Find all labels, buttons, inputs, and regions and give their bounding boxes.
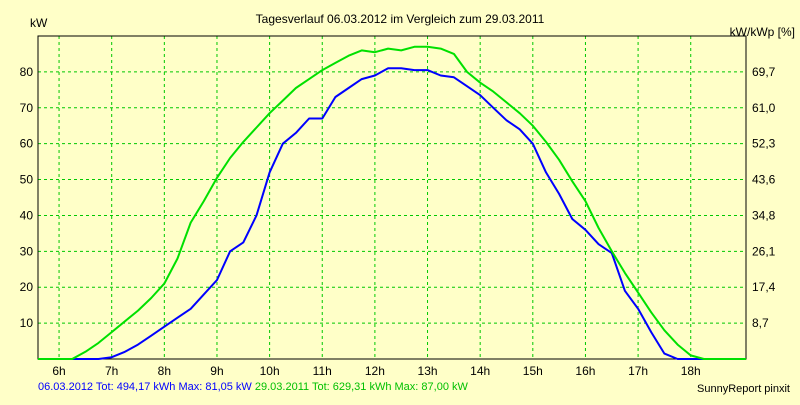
x-tick-label: 17h: [628, 364, 648, 378]
y-tick-label-left: 30: [20, 244, 34, 258]
y-tick-label-right: 17,4: [752, 280, 776, 294]
brand-label: SunnyReport pinxit: [697, 383, 790, 395]
x-tick-label: 14h: [470, 364, 490, 378]
y-tick-label-right: 61,0: [752, 101, 776, 115]
plot-border: [37, 35, 747, 360]
x-tick-label: 9h: [210, 364, 223, 378]
series-line-1: [38, 67, 746, 360]
y-tick-label-left: 10: [20, 316, 34, 330]
y-tick-label-right: 69,7: [752, 65, 776, 79]
y-axis-label-left: kW: [30, 16, 48, 30]
x-tick-label: 12h: [365, 364, 385, 378]
y-tick-label-left: 80: [20, 65, 34, 79]
x-tick-label: 10h: [260, 364, 280, 378]
footer-series-1-summary: 06.03.2012 Tot: 494,17 kWh Max: 81,05 kW: [38, 381, 252, 393]
series-line-2: [38, 45, 746, 360]
y-tick-label-right: 8,7: [752, 316, 769, 330]
x-tick-label: 15h: [523, 364, 543, 378]
y-tick-label-right: 52,3: [752, 137, 776, 151]
y-tick-label-left: 40: [20, 208, 34, 222]
x-tick-label: 16h: [575, 364, 595, 378]
chart-title: Tagesverlauf 06.03.2012 im Vergleich zum…: [256, 12, 545, 26]
y-tick-label-left: 20: [20, 280, 34, 294]
plot-area: [38, 36, 746, 359]
chart-footer: 06.03.2012 Tot: 494,17 kWh Max: 81,05 kW…: [38, 381, 468, 393]
x-tick-label: 18h: [681, 364, 701, 378]
x-tick-label: 13h: [418, 364, 438, 378]
x-tick-label: 11h: [313, 364, 332, 378]
footer-series-2-summary: 29.03.2011 Tot: 629,31 kWh Max: 87,00 kW: [254, 381, 468, 393]
y-tick-label-right: 34,8: [752, 208, 776, 222]
x-tick-label: 6h: [52, 364, 65, 378]
y-tick-label-right: 26,1: [752, 244, 776, 258]
y-tick-label-left: 60: [20, 137, 34, 151]
x-tick-label: 8h: [158, 364, 171, 378]
y-tick-label-left: 50: [20, 173, 34, 187]
y-axis-label-right: kW/kWp [%]: [730, 25, 795, 39]
x-tick-label: 7h: [105, 364, 118, 378]
y-tick-label-right: 43,6: [752, 173, 776, 187]
y-tick-label-left: 70: [20, 101, 34, 115]
